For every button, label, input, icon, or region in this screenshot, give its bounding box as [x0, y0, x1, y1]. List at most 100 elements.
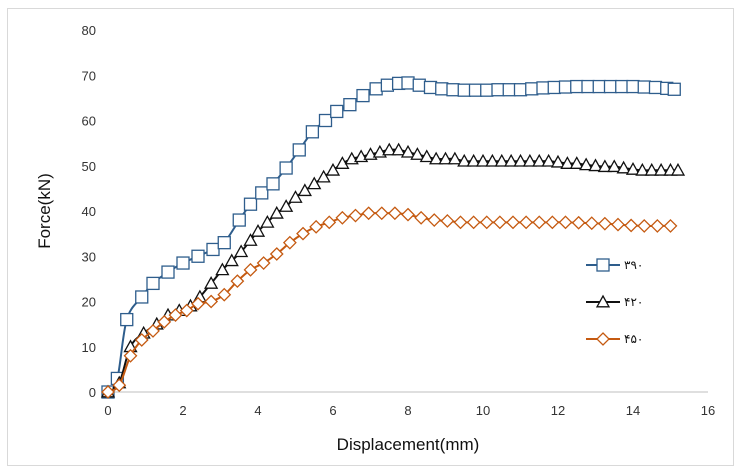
data-point	[356, 88, 370, 103]
data-point	[224, 253, 239, 267]
data-point	[550, 154, 566, 168]
data-point	[206, 242, 220, 257]
data-point	[335, 156, 350, 169]
data-point	[230, 274, 245, 289]
data-point	[536, 81, 550, 95]
data-point	[410, 147, 425, 160]
x-tick-label: 2	[179, 403, 186, 418]
data-point	[525, 82, 539, 96]
data-point	[260, 214, 275, 228]
data-point	[419, 149, 434, 163]
data-point	[374, 206, 389, 221]
data-point	[545, 215, 560, 230]
legend-item-3: ۴۵۰	[586, 332, 643, 346]
data-point	[663, 219, 678, 233]
legend-label: ۴۵۰	[624, 332, 643, 346]
data-point	[146, 323, 160, 338]
data-point	[391, 142, 406, 156]
legend-marker	[596, 332, 610, 346]
data-point	[579, 157, 594, 171]
data-point	[494, 153, 509, 167]
data-point	[123, 348, 138, 363]
x-tick-label: 8	[404, 403, 411, 418]
data-point	[176, 256, 190, 270]
data-point	[168, 308, 183, 322]
data-point	[480, 83, 494, 97]
data-point	[603, 79, 618, 94]
data-point	[191, 249, 205, 263]
data-point	[502, 83, 516, 97]
data-point	[435, 82, 449, 96]
legend-label: ۴۲۰	[624, 295, 643, 309]
data-point	[243, 197, 258, 211]
data-point	[279, 199, 294, 212]
data-point	[316, 169, 331, 183]
data-point	[387, 206, 402, 221]
data-point	[597, 159, 612, 173]
data-point	[325, 162, 341, 176]
data-point	[447, 151, 462, 165]
x-tick-label: 14	[626, 403, 640, 418]
data-point	[322, 215, 337, 230]
data-point	[438, 151, 453, 165]
data-point	[650, 219, 665, 233]
data-point	[513, 83, 528, 97]
data-point	[571, 215, 586, 230]
data-point	[146, 276, 160, 291]
data-point	[234, 244, 249, 258]
data-point	[204, 294, 219, 309]
data-point	[120, 312, 134, 327]
data-point	[217, 287, 232, 302]
y-tick-label: 40	[82, 204, 96, 219]
data-point	[292, 143, 306, 157]
legend-marker	[595, 294, 611, 308]
data-point	[581, 79, 595, 94]
data-point	[607, 159, 622, 173]
data-point	[588, 158, 603, 172]
data-point	[457, 153, 472, 167]
data-point	[330, 104, 344, 119]
data-point	[179, 303, 194, 318]
y-tick-label: 0	[89, 385, 96, 400]
data-point	[654, 162, 669, 176]
data-point	[475, 153, 491, 167]
x-tick-label: 12	[551, 403, 565, 418]
data-point	[296, 226, 310, 241]
data-point	[161, 265, 175, 279]
data-point	[380, 78, 395, 92]
chart-frame: 0 2 4 6 8 10 12 14 16 0 10 20 30 40 50 60 70 80 ۳۹۰ ۴۲۰ ۴۵۰…	[7, 8, 734, 466]
data-point	[101, 385, 115, 399]
x-tick-label: 10	[476, 403, 490, 418]
data-point	[466, 153, 481, 167]
data-point	[307, 176, 322, 190]
data-point	[558, 215, 573, 230]
data-point	[569, 156, 584, 169]
data-point	[532, 153, 547, 167]
data-point	[440, 214, 455, 228]
data-point	[269, 247, 284, 261]
data-point	[570, 79, 584, 94]
data-point	[250, 224, 266, 237]
data-point	[485, 153, 500, 167]
data-point	[217, 236, 231, 250]
data-point	[412, 78, 426, 92]
data-point	[414, 210, 429, 225]
data-point	[318, 113, 333, 128]
data-point	[624, 218, 639, 233]
data-point	[401, 207, 415, 222]
data-point	[204, 276, 219, 289]
x-tick-label: 6	[329, 403, 336, 418]
series-line	[107, 148, 678, 393]
data-point	[597, 216, 612, 231]
x-tick-label: 4	[254, 403, 261, 418]
data-point	[282, 235, 297, 250]
data-point	[492, 215, 507, 230]
data-point	[491, 83, 505, 97]
data-point	[243, 233, 258, 246]
legend: ۳۹۰ ۴۲۰ ۴۵۰	[586, 258, 643, 346]
data-point	[446, 83, 460, 97]
data-point	[335, 210, 350, 225]
data-point	[134, 333, 149, 347]
data-point	[506, 215, 520, 230]
data-point	[648, 80, 663, 95]
